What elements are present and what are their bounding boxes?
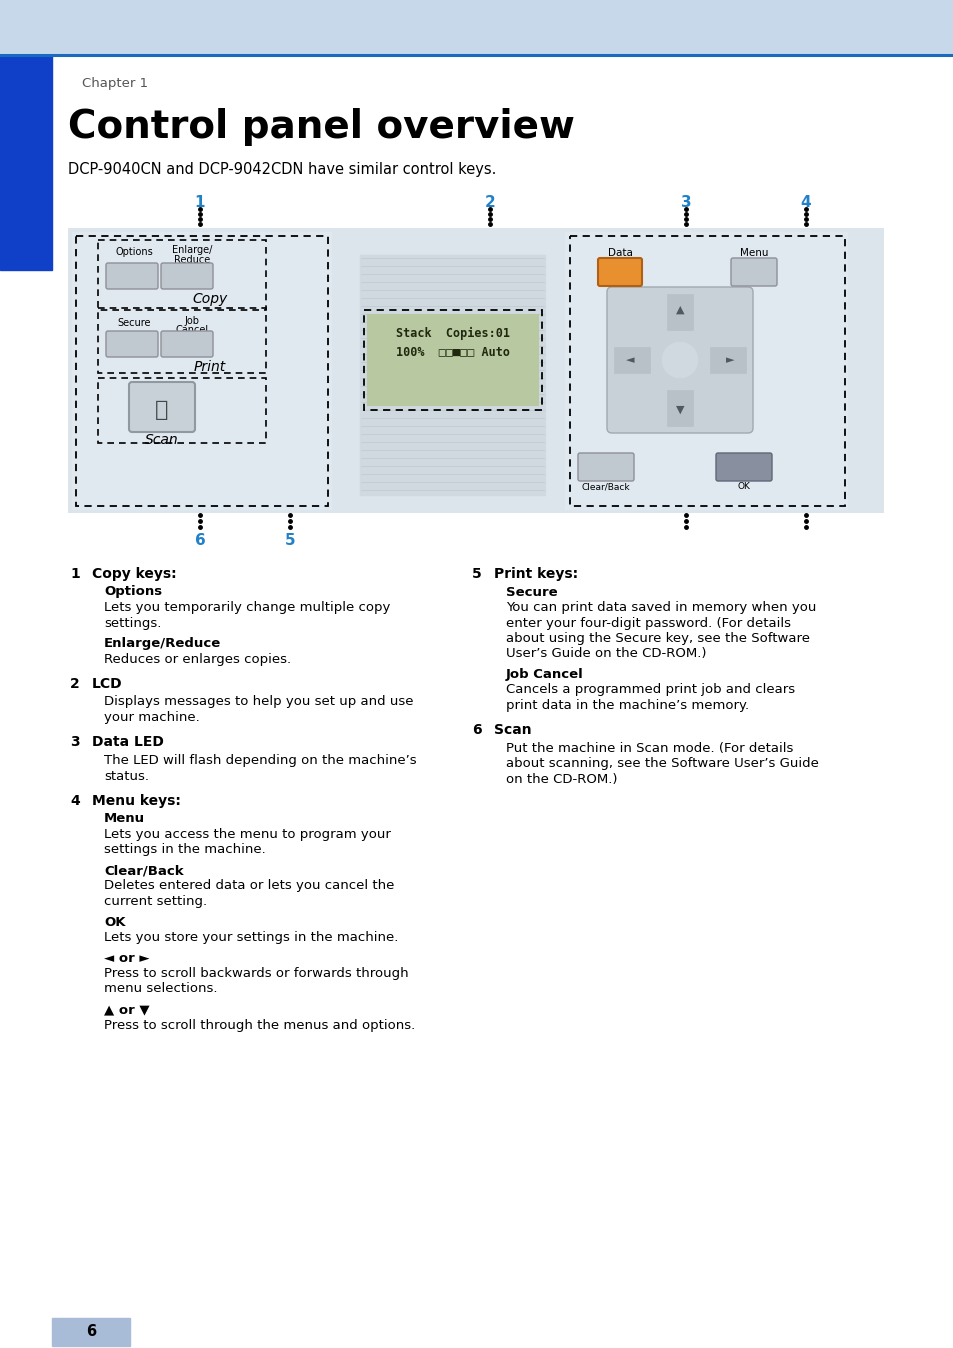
Bar: [368, 315, 537, 404]
Text: on the CD-ROM.): on the CD-ROM.): [505, 772, 617, 786]
Text: Data: Data: [607, 248, 632, 257]
Text: about scanning, see the Software User’s Guide: about scanning, see the Software User’s …: [505, 758, 818, 771]
Text: Enlarge/: Enlarge/: [172, 245, 212, 255]
FancyBboxPatch shape: [106, 332, 158, 357]
Bar: [52, 1318, 130, 1347]
Text: 6: 6: [86, 1325, 96, 1340]
Text: Clear/Back: Clear/Back: [581, 483, 630, 491]
Text: Copy keys:: Copy keys:: [91, 568, 176, 581]
Text: enter your four-digit password. (For details: enter your four-digit password. (For det…: [505, 616, 790, 630]
Text: OK: OK: [737, 483, 750, 491]
Text: Copy: Copy: [193, 293, 228, 306]
Text: Options: Options: [115, 247, 152, 257]
Text: Print keys:: Print keys:: [494, 568, 578, 581]
Bar: [359, 255, 544, 495]
FancyBboxPatch shape: [606, 287, 752, 433]
Text: Cancels a programmed print job and clears: Cancels a programmed print job and clear…: [505, 683, 794, 697]
Text: 2: 2: [71, 677, 80, 692]
Text: Secure: Secure: [117, 318, 151, 328]
Bar: [666, 294, 692, 330]
Text: Lets you store your settings in the machine.: Lets you store your settings in the mach…: [104, 931, 398, 944]
FancyBboxPatch shape: [161, 332, 213, 357]
Text: Reduces or enlarges copies.: Reduces or enlarges copies.: [104, 652, 291, 666]
Bar: [709, 346, 745, 373]
Text: Deletes entered data or lets you cancel the: Deletes entered data or lets you cancel …: [104, 879, 394, 892]
Text: about using the Secure key, see the Software: about using the Secure key, see the Soft…: [505, 632, 809, 644]
Text: Control panel overview: Control panel overview: [68, 108, 575, 146]
Text: Job Cancel: Job Cancel: [505, 669, 583, 681]
Text: 3: 3: [680, 195, 691, 210]
Text: 3: 3: [71, 736, 80, 749]
Text: Chapter 1: Chapter 1: [82, 77, 148, 90]
Text: 4: 4: [71, 794, 80, 807]
Text: ▲: ▲: [675, 305, 683, 315]
Text: Stack  Copies:01: Stack Copies:01: [395, 328, 510, 340]
Text: Job: Job: [184, 315, 199, 326]
FancyBboxPatch shape: [598, 257, 641, 286]
Text: 6: 6: [472, 724, 481, 737]
Bar: [68, 228, 883, 514]
Text: DCP-9040CN and DCP-9042CDN have similar control keys.: DCP-9040CN and DCP-9042CDN have similar …: [68, 162, 496, 177]
Text: ►: ►: [725, 355, 734, 365]
Text: 1: 1: [71, 568, 80, 581]
Text: Menu: Menu: [739, 248, 767, 257]
Text: menu selections.: menu selections.: [104, 983, 217, 996]
Text: 6: 6: [194, 532, 205, 549]
Bar: [71, 232, 332, 510]
Text: 100%  □□■□□ Auto: 100% □□■□□ Auto: [395, 345, 510, 359]
FancyBboxPatch shape: [129, 381, 194, 431]
Text: Lets you access the menu to program your: Lets you access the menu to program your: [104, 828, 391, 841]
Bar: [0, 0, 953, 55]
Text: Lets you temporarily change multiple copy: Lets you temporarily change multiple cop…: [104, 601, 390, 613]
Text: print data in the machine’s memory.: print data in the machine’s memory.: [505, 700, 748, 712]
FancyBboxPatch shape: [730, 257, 776, 286]
Text: Scan: Scan: [494, 724, 531, 737]
FancyBboxPatch shape: [161, 263, 213, 288]
Text: ◄ or ►: ◄ or ►: [104, 952, 150, 965]
Text: Clear/Back: Clear/Back: [104, 864, 183, 878]
Text: 5: 5: [284, 532, 295, 549]
FancyBboxPatch shape: [106, 263, 158, 288]
Text: Print: Print: [193, 360, 226, 373]
Text: current setting.: current setting.: [104, 895, 207, 909]
Text: Data LED: Data LED: [91, 736, 164, 749]
Text: Put the machine in Scan mode. (For details: Put the machine in Scan mode. (For detai…: [505, 741, 793, 755]
Text: Press to scroll through the menus and options.: Press to scroll through the menus and op…: [104, 1019, 415, 1031]
Text: Menu keys:: Menu keys:: [91, 794, 181, 807]
Text: You can print data saved in memory when you: You can print data saved in memory when …: [505, 601, 816, 613]
Bar: [353, 232, 551, 510]
Text: Secure: Secure: [505, 585, 558, 599]
Text: 2: 2: [484, 195, 495, 210]
Text: ⎘: ⎘: [155, 400, 169, 421]
Bar: [0, 55, 52, 270]
Text: Scan: Scan: [145, 433, 178, 448]
Bar: [564, 232, 847, 510]
Text: status.: status.: [104, 770, 149, 782]
Bar: [666, 390, 692, 426]
Text: your machine.: your machine.: [104, 710, 199, 724]
Text: 1: 1: [194, 195, 205, 210]
Circle shape: [661, 342, 698, 377]
Text: Enlarge/Reduce: Enlarge/Reduce: [104, 638, 221, 650]
Text: Cancel: Cancel: [175, 325, 209, 336]
Text: Displays messages to help you set up and use: Displays messages to help you set up and…: [104, 696, 413, 709]
FancyBboxPatch shape: [578, 453, 634, 481]
Text: User’s Guide on the CD-ROM.): User’s Guide on the CD-ROM.): [505, 647, 706, 661]
Text: The LED will flash depending on the machine’s: The LED will flash depending on the mach…: [104, 754, 416, 767]
Text: ◄: ◄: [625, 355, 634, 365]
Bar: [614, 346, 649, 373]
Text: LCD: LCD: [91, 677, 123, 692]
Text: Options: Options: [104, 585, 162, 599]
Text: OK: OK: [104, 915, 126, 929]
Text: settings.: settings.: [104, 616, 161, 630]
Text: Reduce: Reduce: [173, 255, 210, 266]
Text: 5: 5: [472, 568, 481, 581]
Text: Menu: Menu: [104, 813, 145, 825]
Text: ▼: ▼: [675, 404, 683, 415]
Text: settings in the machine.: settings in the machine.: [104, 844, 266, 856]
Text: 4: 4: [800, 195, 810, 210]
Text: ▲ or ▼: ▲ or ▼: [104, 1003, 150, 1016]
FancyBboxPatch shape: [716, 453, 771, 481]
Text: Press to scroll backwards or forwards through: Press to scroll backwards or forwards th…: [104, 967, 408, 980]
